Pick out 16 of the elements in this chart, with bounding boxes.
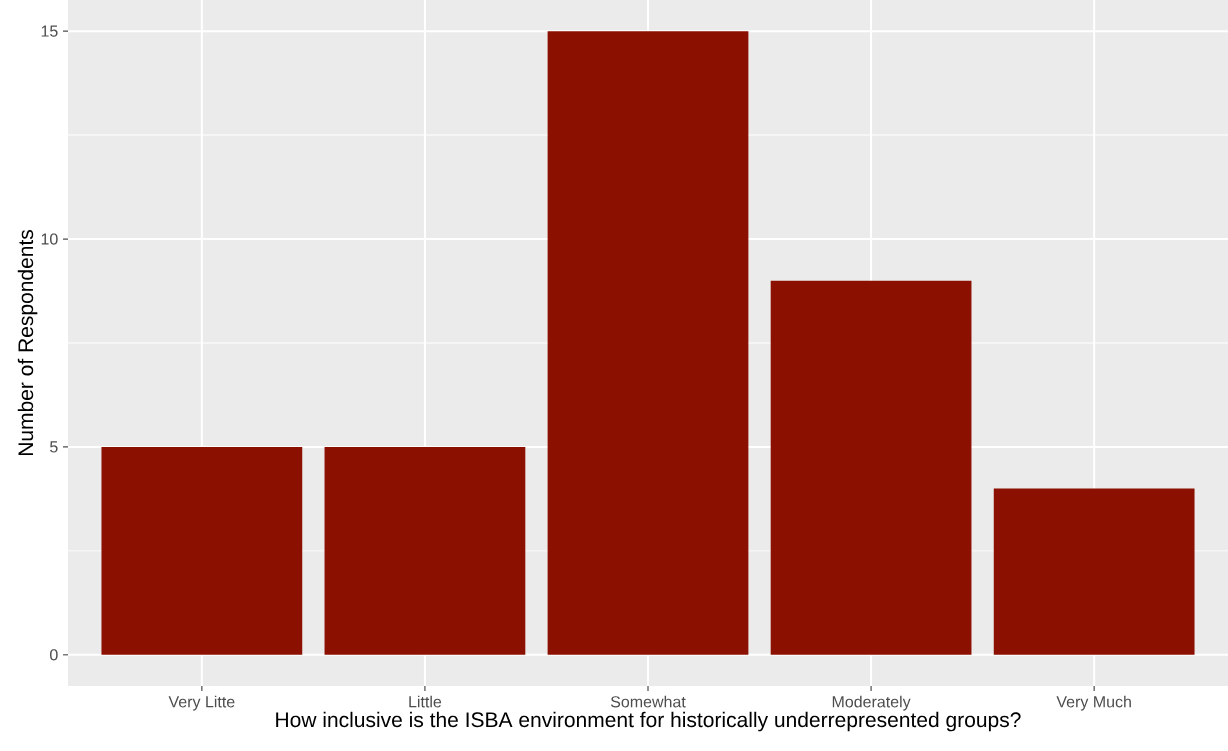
x-tick-label: Very Litte [168,695,235,711]
bar [770,280,972,655]
x-tick-label: Little [409,695,442,708]
bar [324,446,526,655]
x-tick-label: Very Much [1056,695,1131,711]
y-axis-title: Number of Respondents [17,229,38,456]
y-tick-label: 15 [41,25,58,37]
bar [101,446,303,655]
y-tick-label: 5 [50,441,58,453]
y-tick-label: 10 [41,233,58,245]
x-axis-title: How inclusive is the ISBA environment for historically underrepresented groups? [276,711,1021,732]
y-tick-label: 0 [50,649,58,661]
x-tick-label: Somewhat [610,695,686,708]
bar [547,31,749,655]
x-tick-label: Moderately [832,695,911,711]
bar [993,488,1195,655]
